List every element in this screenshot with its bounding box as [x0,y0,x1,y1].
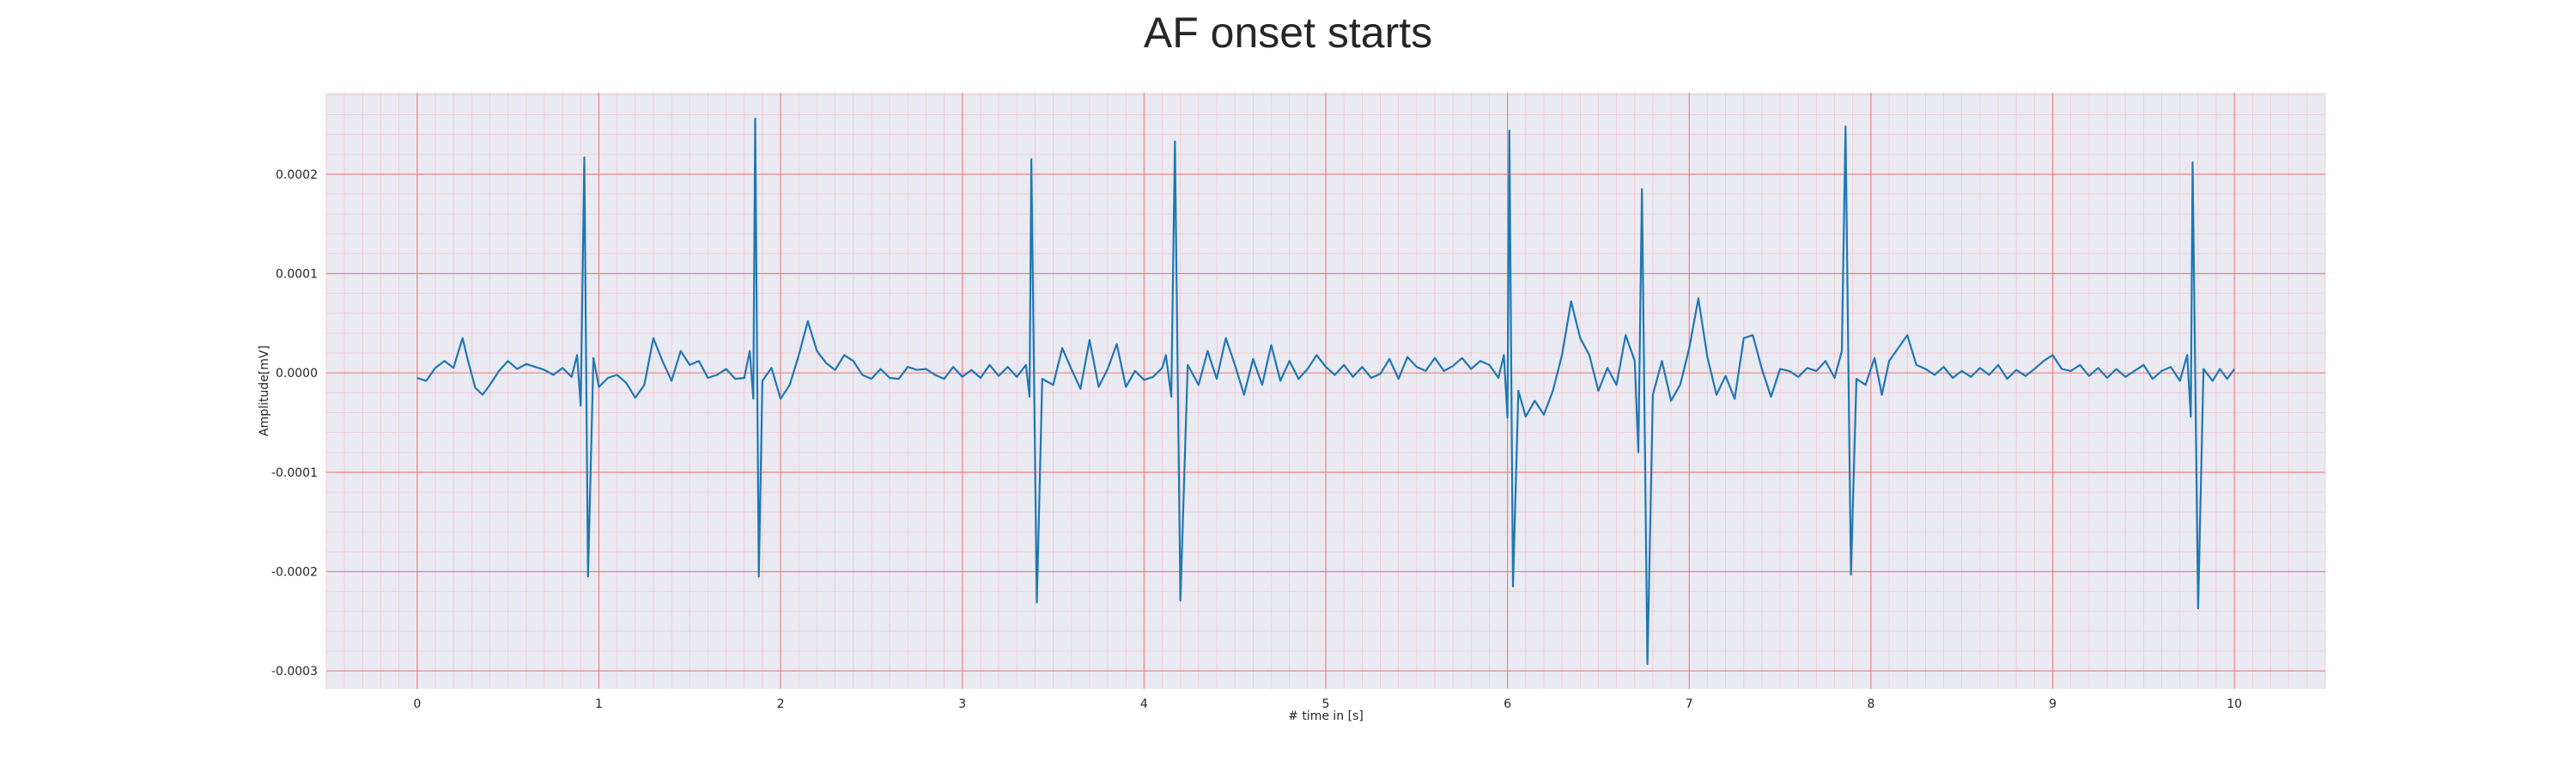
chart-title: AF onset starts [1144,9,1432,57]
x-tick-labels: 0 1 2 3 4 5 6 7 8 9 10 [413,697,2242,711]
x-tick-label: 0 [413,697,421,711]
y-tick-label: -0.0001 [271,466,318,480]
x-tick-label: 8 [1867,697,1874,711]
y-tick-label: 0.0002 [276,168,318,182]
x-tick-label: 10 [2227,697,2242,711]
y-tick-label: 0.0001 [276,268,318,282]
y-tick-label: -0.0002 [271,566,318,580]
x-tick-label: 9 [2049,697,2057,711]
x-tick-label: 4 [1140,697,1148,711]
ecg-signal-line [416,118,2236,666]
x-tick-label: 6 [1504,697,1511,711]
x-axis-label: # time in [s] [1288,709,1364,723]
y-tick-label: -0.0003 [271,665,318,679]
x-tick-label: 2 [777,697,785,711]
y-axis-label: Amplitude[mV] [258,345,271,436]
x-tick-label: 5 [1322,697,1330,711]
x-tick-label: 3 [958,697,966,711]
y-tick-labels: 0.0002 0.0001 0.0000 -0.0001 -0.0002 -0.0003 [271,168,318,679]
y-tick-label: 0.0000 [276,367,318,380]
x-tick-label: 7 [1686,697,1693,711]
x-tick-label: 1 [595,697,603,711]
